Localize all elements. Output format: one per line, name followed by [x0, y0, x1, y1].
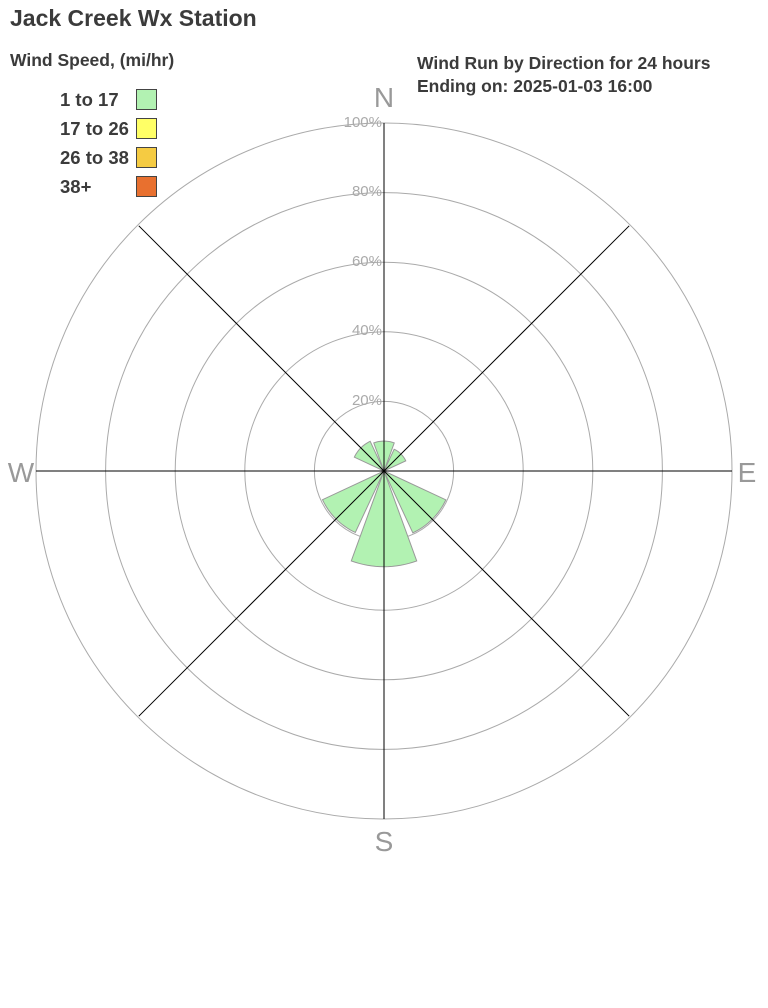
svg-text:40%: 40% — [352, 322, 382, 339]
svg-text:20%: 20% — [352, 392, 382, 409]
svg-text:80%: 80% — [352, 183, 382, 200]
svg-text:S: S — [375, 826, 394, 857]
svg-text:W: W — [8, 457, 35, 488]
svg-text:100%: 100% — [344, 114, 382, 131]
svg-text:E: E — [738, 457, 757, 488]
svg-text:60%: 60% — [352, 253, 382, 270]
svg-text:N: N — [374, 82, 394, 113]
